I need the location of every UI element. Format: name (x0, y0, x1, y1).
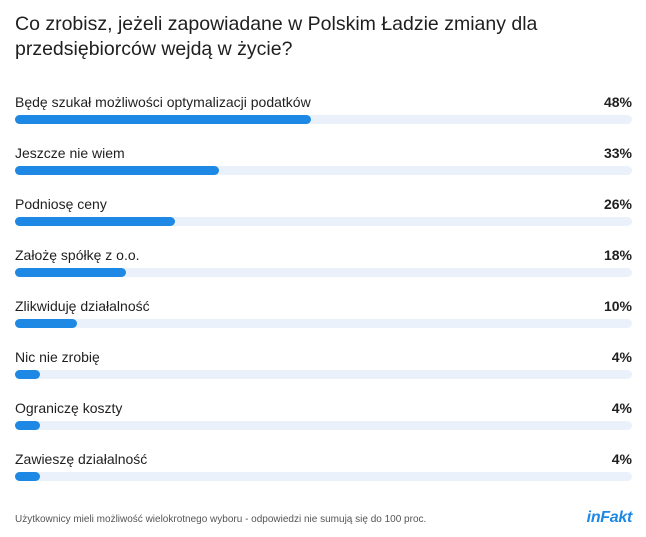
bar (15, 370, 40, 379)
bar-row: Ograniczę koszty 4% (15, 399, 632, 450)
bar-row: Będę szukał możliwości optymalizacji pod… (15, 93, 632, 144)
bar-row: Nic nie zrobię 4% (15, 348, 632, 399)
bar-track (15, 319, 632, 328)
bar-value-label: 4% (611, 349, 632, 365)
bar-label: Ograniczę koszty (15, 400, 123, 416)
bar (15, 421, 40, 430)
bar-value-label: 10% (603, 298, 632, 314)
bar-label: Jeszcze nie wiem (15, 145, 125, 161)
bar-track (15, 217, 632, 226)
bar-track (15, 115, 632, 124)
footnote: Użytkownicy mieli możliwość wielokrotneg… (15, 514, 427, 525)
bar-track (15, 268, 632, 277)
bar-value-label: 18% (603, 247, 632, 263)
bar-label: Będę szukał możliwości optymalizacji pod… (15, 94, 311, 110)
chart-title: Co zrobisz, jeżeli zapowiadane w Polskim… (15, 13, 538, 60)
bar-label: Podniosę ceny (15, 196, 107, 212)
bar (15, 217, 176, 226)
bar-value-label: 33% (603, 145, 632, 161)
bar-label: Zawieszę działalność (15, 451, 148, 467)
bar (15, 166, 219, 175)
bar-track (15, 472, 632, 481)
bar-row: Zawieszę działalność 4% (15, 450, 632, 501)
bar (15, 115, 312, 124)
bar-value-label: 4% (611, 451, 632, 467)
bar-label: Założę spółkę z o.o. (15, 247, 140, 263)
bar-value-label: 26% (603, 196, 632, 212)
bar-value-label: 48% (603, 94, 632, 110)
bar-row: Podniosę ceny 26% (15, 195, 632, 246)
infakt-logo: inFakt (586, 509, 633, 526)
bar-label: Zlikwiduję działalność (15, 298, 150, 314)
bar-row: Zlikwiduję działalność 10% (15, 297, 632, 348)
bar-value-label: 4% (611, 400, 632, 416)
bar (15, 319, 77, 328)
bar (15, 472, 40, 481)
bar-row: Założę spółkę z o.o. 18% (15, 246, 632, 297)
bar-row: Jeszcze nie wiem 33% (15, 144, 632, 195)
bar-chart: Będę szukał możliwości optymalizacji pod… (15, 93, 632, 501)
bar-track (15, 370, 632, 379)
bar-track (15, 421, 632, 430)
bar (15, 268, 127, 277)
bar-label: Nic nie zrobię (15, 349, 100, 365)
bar-track (15, 166, 632, 175)
